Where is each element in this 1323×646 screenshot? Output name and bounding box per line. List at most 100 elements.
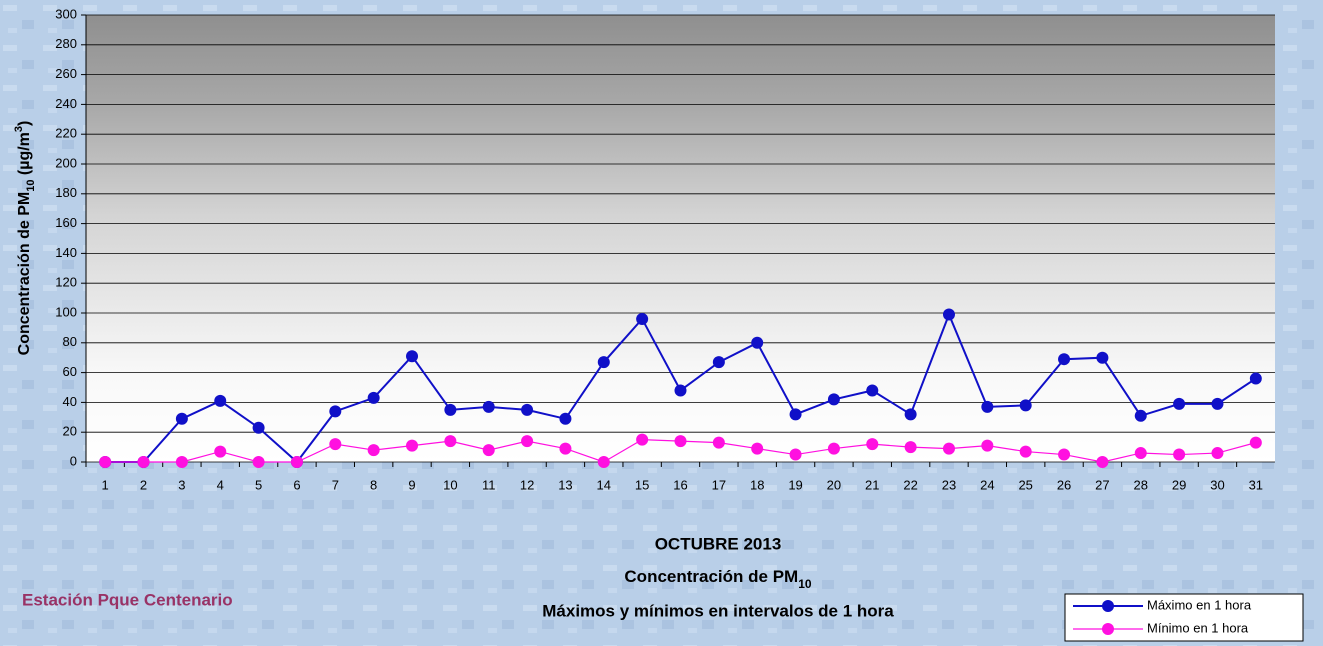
- data-point: [176, 456, 188, 468]
- x-tick-label: 14: [597, 477, 611, 492]
- chart: Concentración de PM10 (µg/m3) OCTUBRE 20…: [0, 0, 1323, 646]
- x-tick-label: 16: [673, 477, 687, 492]
- legend-marker: [1102, 600, 1114, 612]
- data-point: [521, 404, 533, 416]
- data-point: [828, 393, 840, 405]
- y-label-part: ): [16, 121, 33, 126]
- x-tick-label: 4: [217, 477, 224, 492]
- data-point: [636, 313, 648, 325]
- data-point: [483, 401, 495, 413]
- x-tick-label: 13: [558, 477, 572, 492]
- data-point: [1250, 437, 1262, 449]
- data-point: [291, 456, 303, 468]
- x-tick-label: 25: [1018, 477, 1032, 492]
- y-tick-label: 300: [55, 6, 77, 21]
- x-tick-label: 9: [408, 477, 415, 492]
- y-tick-label: 20: [63, 424, 77, 439]
- data-point: [138, 456, 150, 468]
- data-point: [99, 456, 111, 468]
- x-tick-label: 24: [980, 477, 994, 492]
- data-point: [444, 435, 456, 447]
- x-tick-label: 3: [178, 477, 185, 492]
- data-point: [1020, 446, 1032, 458]
- data-point: [1173, 398, 1185, 410]
- data-point: [675, 435, 687, 447]
- data-point: [905, 408, 917, 420]
- data-point: [521, 435, 533, 447]
- x-tick-label: 5: [255, 477, 262, 492]
- data-point: [866, 438, 878, 450]
- x-tick-label: 18: [750, 477, 764, 492]
- y-tick-label: 0: [70, 453, 77, 468]
- data-point: [1096, 352, 1108, 364]
- data-point: [1058, 353, 1070, 365]
- data-point: [406, 440, 418, 452]
- data-point: [368, 444, 380, 456]
- x-tick-label: 10: [443, 477, 457, 492]
- data-point: [981, 440, 993, 452]
- y-tick-label: 140: [55, 245, 77, 260]
- data-point: [1096, 456, 1108, 468]
- y-tick-label: 280: [55, 36, 77, 51]
- data-point: [253, 422, 265, 434]
- x-tick-label: 20: [827, 477, 841, 492]
- x-tick-label: 27: [1095, 477, 1109, 492]
- data-point: [559, 413, 571, 425]
- station-label: Estación Pque Centenario: [22, 590, 233, 609]
- data-point: [1173, 449, 1185, 461]
- x-tick-label: 15: [635, 477, 649, 492]
- legend-label: Mínimo en 1 hora: [1147, 620, 1249, 635]
- subtitle-part: Concentración de PM: [624, 567, 798, 586]
- data-point: [253, 456, 265, 468]
- y-tick-label: 100: [55, 304, 77, 319]
- x-tick-label: 12: [520, 477, 534, 492]
- data-point: [713, 437, 725, 449]
- x-tick-label: 21: [865, 477, 879, 492]
- y-tick-label: 120: [55, 275, 77, 290]
- data-point: [1250, 373, 1262, 385]
- data-point: [1211, 398, 1223, 410]
- legend-marker: [1102, 623, 1114, 635]
- x-tick-label: 23: [942, 477, 956, 492]
- x-tick-label: 22: [903, 477, 917, 492]
- y-tick-label: 160: [55, 215, 77, 230]
- data-point: [444, 404, 456, 416]
- data-point: [598, 356, 610, 368]
- y-tick-label: 40: [63, 394, 77, 409]
- data-point: [329, 405, 341, 417]
- data-point: [1135, 447, 1147, 459]
- y-tick-label: 220: [55, 126, 77, 141]
- y-tick-label: 80: [63, 334, 77, 349]
- x-tick-label: 17: [712, 477, 726, 492]
- data-point: [214, 446, 226, 458]
- chart-caption: Máximos y mínimos en intervalos de 1 hor…: [542, 601, 894, 620]
- data-point: [329, 438, 341, 450]
- data-point: [943, 308, 955, 320]
- data-point: [751, 337, 763, 349]
- y-tick-label: 180: [55, 185, 77, 200]
- x-tick-label: 11: [482, 477, 496, 492]
- data-point: [866, 384, 878, 396]
- data-point: [790, 449, 802, 461]
- data-point: [406, 350, 418, 362]
- data-point: [1211, 447, 1223, 459]
- y-tick-label: 60: [63, 364, 77, 379]
- y-tick-label: 240: [55, 96, 77, 111]
- x-tick-label: 8: [370, 477, 377, 492]
- x-tick-label: 6: [293, 477, 300, 492]
- data-point: [981, 401, 993, 413]
- data-point: [176, 413, 188, 425]
- data-point: [559, 443, 571, 455]
- y-tick-label: 260: [55, 66, 77, 81]
- x-tick-label: 2: [140, 477, 147, 492]
- y-label-sub: 10: [25, 180, 37, 192]
- chart-title: OCTUBRE 2013: [655, 534, 782, 553]
- x-tick-label: 30: [1210, 477, 1224, 492]
- data-point: [598, 456, 610, 468]
- data-point: [1135, 410, 1147, 422]
- data-point: [483, 444, 495, 456]
- y-label-part: Concentración de PM: [16, 192, 33, 356]
- x-tick-label: 1: [102, 477, 109, 492]
- data-point: [368, 392, 380, 404]
